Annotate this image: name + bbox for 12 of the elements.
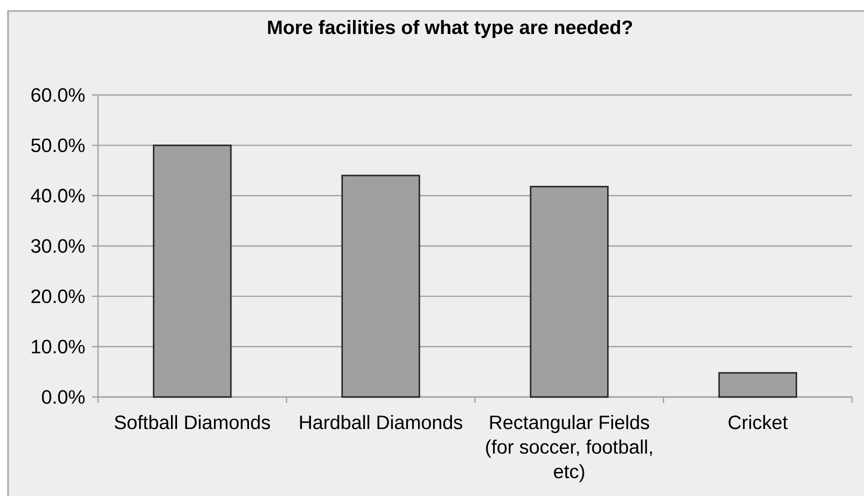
x-tick-label: Rectangular Fields (for soccer, football, etc) — [486, 415, 652, 482]
y-tick-label: 60.0% — [31, 88, 85, 102]
y-tick-label: 10.0% — [32, 340, 85, 354]
x-tick-label: Softball Diamonds — [114, 415, 270, 430]
y-tick-label: 20.0% — [31, 289, 85, 304]
y-tick-label: 50.0% — [31, 138, 85, 152]
y-tick-label: 0.0% — [42, 390, 85, 404]
y-tick-label: 40.0% — [30, 188, 85, 203]
x-tick-label: Hardball Diamonds — [300, 415, 462, 430]
x-tick-label: Cricket — [728, 415, 788, 430]
chart-title: More facilities of what type are needed? — [268, 20, 632, 38]
y-tick-label: 30.0% — [31, 239, 85, 253]
